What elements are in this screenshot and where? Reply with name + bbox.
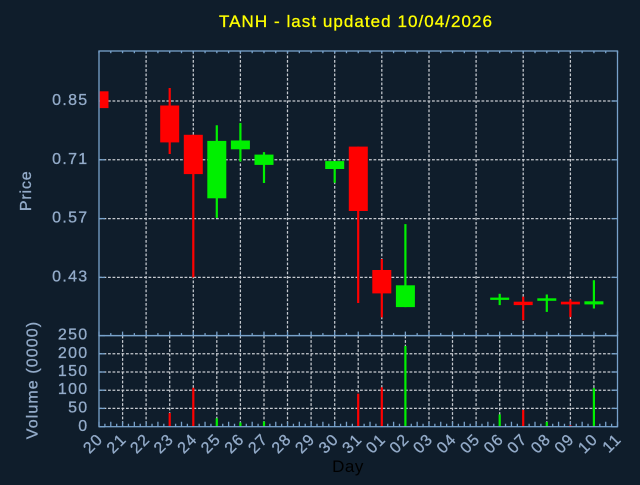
svg-text:50: 50 [68, 399, 88, 416]
svg-text:0: 0 [78, 418, 88, 435]
svg-text:0.71: 0.71 [52, 151, 88, 168]
svg-text:Volume (0000): Volume (0000) [25, 321, 42, 439]
svg-text:0.43: 0.43 [52, 268, 88, 285]
svg-text:TANH - last updated 10/04/2026: TANH - last updated 10/04/2026 [219, 12, 493, 31]
svg-text:250: 250 [58, 327, 89, 344]
svg-text:Day: Day [332, 457, 364, 476]
svg-text:200: 200 [58, 345, 89, 362]
svg-text:0.57: 0.57 [52, 210, 88, 227]
svg-text:150: 150 [58, 363, 89, 380]
svg-text:100: 100 [58, 381, 89, 398]
svg-text:0.85: 0.85 [52, 92, 88, 109]
svg-text:Price: Price [18, 170, 35, 211]
